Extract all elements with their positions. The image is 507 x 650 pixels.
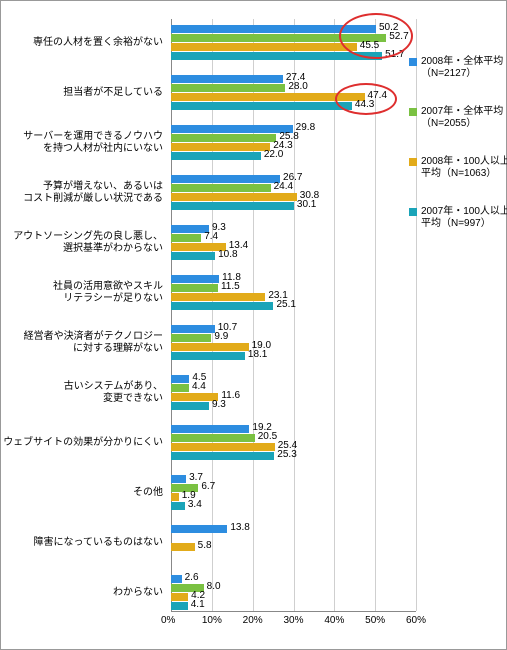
bar bbox=[171, 334, 211, 342]
bar bbox=[171, 384, 189, 392]
category-label: 担当者が不足している bbox=[1, 87, 163, 99]
bar-value: 22.0 bbox=[264, 151, 283, 159]
category-label: 専任の人材を置く余裕がない bbox=[1, 37, 163, 49]
bar bbox=[171, 275, 219, 283]
bar bbox=[171, 125, 293, 133]
annotation-ellipse bbox=[335, 83, 397, 115]
category-label: わからない bbox=[1, 587, 163, 599]
bar bbox=[171, 184, 271, 192]
bar-value: 24.4 bbox=[274, 183, 293, 191]
bar-value: 2.6 bbox=[185, 574, 199, 582]
bar bbox=[171, 543, 195, 551]
bar bbox=[171, 502, 185, 510]
x-tick-label: 50% bbox=[365, 615, 385, 626]
x-tick-label: 30% bbox=[284, 615, 304, 626]
bar-value: 9.3 bbox=[212, 401, 226, 409]
bar bbox=[171, 175, 280, 183]
bar bbox=[171, 375, 189, 383]
legend-swatch bbox=[409, 58, 417, 66]
bar-value: 25.1 bbox=[276, 301, 295, 309]
bar bbox=[171, 425, 249, 433]
legend-label: 2008年・全体平均 （N=2127） bbox=[421, 56, 503, 80]
bar-value: 7.4 bbox=[204, 233, 218, 241]
bar bbox=[171, 202, 294, 210]
bar bbox=[171, 602, 188, 610]
bar bbox=[171, 475, 186, 483]
bar bbox=[171, 84, 285, 92]
legend-label: 2007年・100人以上 平均（N=997） bbox=[421, 206, 507, 230]
bar-value: 11.5 bbox=[221, 283, 240, 291]
bar bbox=[171, 234, 201, 242]
x-tick-label: 0% bbox=[161, 615, 175, 626]
bar-chart: 0% 10% 20% 30% 40% 50% 60% 2008年・全体平均 （N=2127） 2… bbox=[0, 0, 507, 650]
bar-value: 3.4 bbox=[188, 501, 202, 509]
bar bbox=[171, 143, 270, 151]
bar-value: 30.1 bbox=[297, 201, 316, 209]
bar bbox=[171, 102, 352, 110]
category-label: サーバーを運用できるノウハウ を持つ人材が社内にいない bbox=[1, 131, 163, 155]
bar bbox=[171, 325, 215, 333]
bar-value: 13.8 bbox=[230, 524, 249, 532]
legend-swatch bbox=[409, 108, 417, 116]
x-axis bbox=[171, 611, 416, 612]
bar-value: 20.5 bbox=[258, 433, 277, 441]
category-label: アウトソーシング先の良し悪し、 選択基準がわからない bbox=[1, 231, 163, 255]
category-label: 古いシステムがあり、 変更できない bbox=[1, 381, 163, 405]
category-label: ウェブサイトの効果が分かりにくい bbox=[1, 437, 163, 449]
bar-value: 28.0 bbox=[288, 83, 307, 91]
bar bbox=[171, 293, 265, 301]
bar bbox=[171, 525, 227, 533]
legend-swatch bbox=[409, 158, 417, 166]
bar bbox=[171, 352, 245, 360]
bar bbox=[171, 252, 215, 260]
bar bbox=[171, 302, 273, 310]
x-tick-label: 60% bbox=[406, 615, 426, 626]
legend-label: 2007年・全体平均 （N=2055） bbox=[421, 106, 503, 130]
bar-value: 10.8 bbox=[218, 251, 237, 259]
bar bbox=[171, 593, 188, 601]
category-label: 経営者や決済者がテクノロジー に対する理解がない bbox=[1, 331, 163, 355]
bar bbox=[171, 152, 261, 160]
x-tick-label: 10% bbox=[202, 615, 222, 626]
x-tick-label: 20% bbox=[243, 615, 263, 626]
category-label: 社員の活用意欲やスキル リテラシーが足りない bbox=[1, 281, 163, 305]
bar-value: 25.3 bbox=[277, 451, 296, 459]
bar-value: 5.8 bbox=[198, 542, 212, 550]
bar-value: 18.1 bbox=[248, 351, 267, 359]
category-label: 予算が増えない、あるいは コスト削減が厳しい状況である bbox=[1, 181, 163, 205]
bar bbox=[171, 434, 255, 442]
category-label: その他 bbox=[1, 487, 163, 499]
bar bbox=[171, 75, 283, 83]
bar bbox=[171, 343, 249, 351]
x-tick-label: 40% bbox=[324, 615, 344, 626]
bar-value: 9.9 bbox=[214, 333, 228, 341]
bar-value: 4.4 bbox=[192, 383, 206, 391]
legend-swatch bbox=[409, 208, 417, 216]
category-label: 障害になっているものはない bbox=[1, 537, 163, 549]
bar bbox=[171, 493, 179, 501]
bar bbox=[171, 575, 182, 583]
annotation-ellipse bbox=[339, 13, 413, 59]
bar bbox=[171, 43, 357, 51]
bar bbox=[171, 402, 209, 410]
bar-value: 6.7 bbox=[201, 483, 215, 491]
bar-value: 8.0 bbox=[207, 583, 221, 591]
bar bbox=[171, 452, 274, 460]
bar-value: 4.1 bbox=[191, 601, 205, 609]
bar bbox=[171, 443, 275, 451]
legend-label: 2008年・100人以上 平均（N=1063） bbox=[421, 156, 507, 180]
bar bbox=[171, 134, 276, 142]
bar bbox=[171, 193, 297, 201]
bar bbox=[171, 284, 218, 292]
